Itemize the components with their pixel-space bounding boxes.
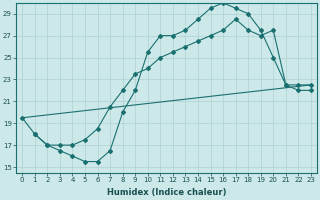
X-axis label: Humidex (Indice chaleur): Humidex (Indice chaleur): [107, 188, 226, 197]
